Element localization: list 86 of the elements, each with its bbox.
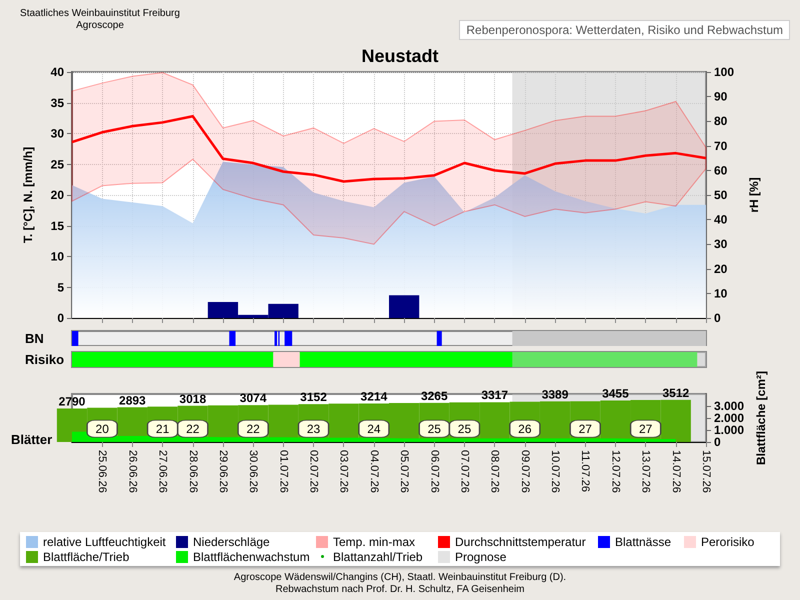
y-tick-label: 0: [714, 435, 721, 449]
data-label: 2893: [119, 393, 146, 408]
y2-tick-label: 90: [714, 90, 728, 104]
legend-label: Durchschnittstemperatur: [455, 534, 586, 548]
y2-tick-label: 60: [714, 163, 728, 178]
legend-label: Blattflächenwachstum: [193, 550, 310, 564]
annotation: 25: [428, 422, 442, 436]
chart-title: Neustadt: [361, 46, 439, 66]
text: Blätter: [11, 432, 52, 447]
annotation: 22: [186, 422, 200, 436]
x-tick-label: 01.07.26: [277, 450, 290, 493]
chart-subtitle: Rebenperonospora: Wetterdaten, Risiko und Rebwachstum: [459, 20, 790, 40]
legend-label: Perorisiko: [701, 534, 754, 548]
legend-label: Blattfläche/Trieb: [43, 550, 130, 564]
data-label: 2790: [58, 394, 86, 409]
annotation: 23: [306, 422, 321, 436]
text: Rebwachstum nach Prof. Dr. H. Schultz, FA Geisenheim: [274, 584, 526, 596]
y2-tick-label: 80: [714, 114, 728, 128]
y-tick-label: 20: [50, 188, 64, 202]
x-tick-label: 30.06.26: [247, 450, 260, 493]
data-label: 3455: [602, 386, 630, 401]
data-label: 3018: [179, 392, 206, 406]
x-tick-label: 04.07.26: [368, 450, 380, 493]
x-tick-label: 29.06.26: [216, 450, 229, 493]
legend-label: Blattnässe: [615, 534, 672, 548]
legend-label: Niederschläge: [193, 534, 270, 548]
data-label: 3317: [481, 388, 508, 402]
annotation: 27: [578, 422, 592, 436]
y2-tick-label: 50: [714, 188, 728, 202]
annotation: 24: [367, 422, 381, 436]
data-label: 3074: [240, 391, 267, 406]
data-label: 3152: [300, 390, 328, 404]
x-tick-label: 02.07.26: [308, 450, 320, 493]
x-tick-label: 28.06.26: [186, 450, 199, 493]
y-tick-label: 10: [50, 250, 64, 264]
y-tick-label: 2.000: [714, 411, 744, 426]
x-tick-label: 09.07.26: [518, 450, 531, 493]
legend-label: Prognose: [455, 550, 506, 564]
y-tick-label: 0: [57, 311, 64, 325]
x-tick-label: 14.07.26: [670, 450, 682, 493]
x-tick-label: 13.07.26: [640, 450, 652, 493]
x-tick-label: 07.07.26: [458, 450, 470, 493]
annotation: 20: [96, 422, 110, 436]
y-tick-label: 35: [50, 96, 64, 110]
text: Agroscope Wädenswil/Changins (CH), Staatl. Weinbauinstitut Freiburg (D).: [232, 572, 568, 584]
x-tick-label: 05.07.26: [398, 450, 410, 493]
x-tick-label: 26.06.26: [126, 450, 138, 493]
y-tick-label: 15: [50, 218, 64, 233]
x-tick-label: 03.07.26: [338, 450, 350, 493]
data-label: 3265: [420, 388, 448, 403]
annotation: 21: [156, 422, 170, 436]
annotation: 26: [518, 422, 532, 436]
y-tick-label: 30: [50, 126, 64, 140]
text: Agroscope: [75, 20, 125, 32]
chart-title: BN: [25, 331, 44, 346]
y-tick-label: 25: [50, 157, 64, 172]
y-tick-label: 1.000: [714, 423, 744, 438]
legend-label: relative Luftfeuchtigkeit: [43, 534, 166, 548]
annotation: 27: [638, 422, 653, 436]
x-tick-label: 11.07.26: [579, 450, 592, 492]
y-axis-title: T. [°C], N. [mm/h]: [21, 146, 35, 244]
data-label: 3214: [360, 389, 388, 404]
y-tick-label: 5: [57, 280, 64, 294]
x-tick-label: 10.07.26: [549, 450, 562, 493]
y2-axis-title: rH [%]: [747, 177, 761, 213]
x-tick-label: 15.07.26: [700, 450, 712, 493]
x-tick-label: 12.07.26: [609, 450, 622, 493]
x-tick-label: 25.06.26: [96, 450, 108, 493]
y2-tick-label: 70: [714, 138, 728, 153]
annotation: 22: [246, 422, 260, 436]
text: Temp. min-max: [333, 534, 416, 548]
x-tick-label: 27.06.26: [156, 450, 169, 493]
y-tick-label: 40: [50, 65, 64, 79]
x-tick-label: 06.07.26: [428, 450, 440, 493]
line-series: [70, 115, 708, 183]
y-tick-label: 3.000: [714, 399, 744, 414]
text: Staatliches Weinbauinstitut Freiburg: [20, 8, 180, 20]
x-tick-label: 08.07.26: [488, 450, 501, 493]
data-label: 3512: [662, 386, 690, 400]
chart-title: Risiko: [25, 352, 64, 367]
data-label: 3389: [542, 387, 569, 402]
y-axis-title: Blattfläche [cm²]: [754, 370, 768, 466]
bar: [389, 295, 420, 318]
y2-tick-label: 100: [714, 65, 734, 79]
annotation: 25: [458, 422, 472, 436]
text: Blattanzahl/Trieb: [333, 550, 423, 564]
